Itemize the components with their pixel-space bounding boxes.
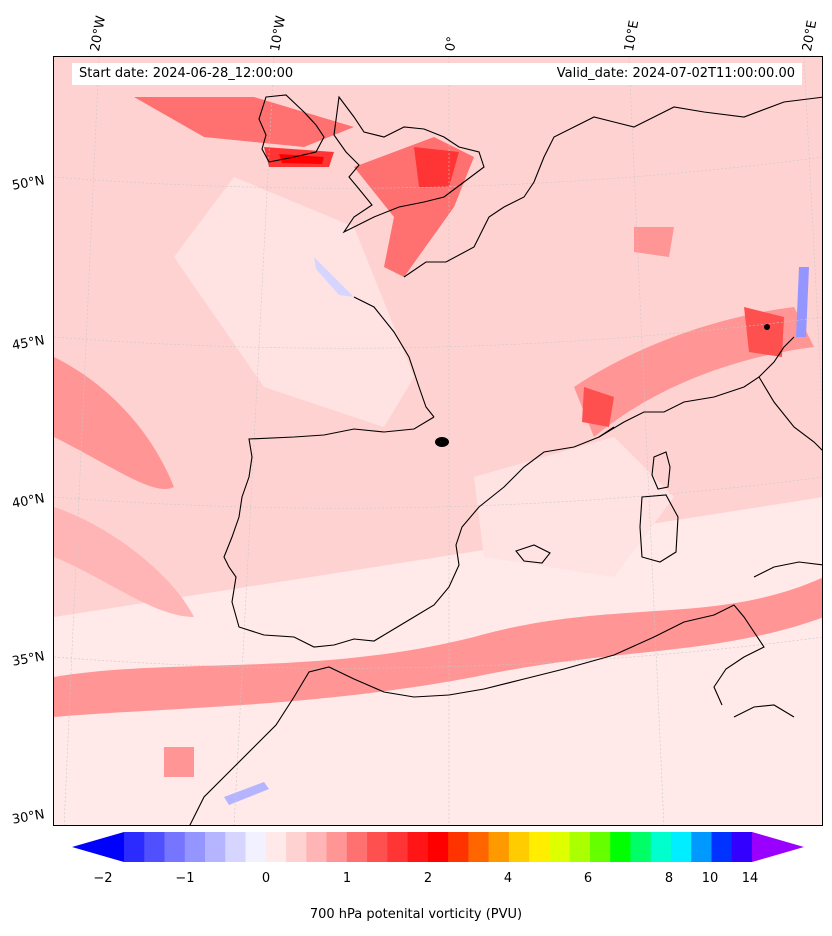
colorbar-tick-label: −2 (93, 871, 113, 886)
coastline-sardinia (639, 494, 679, 563)
lat-label-35n: 35°N (10, 649, 46, 670)
pv-field-map (54, 57, 822, 825)
lon-label-10w: 10°W (268, 14, 290, 53)
coastline-north-africa (189, 604, 765, 825)
colorbar-cell (589, 832, 611, 862)
pv-max-london (414, 147, 459, 187)
colorbar-cell (650, 832, 672, 862)
lon-label-0: 0° (443, 35, 461, 53)
colorbar-tick-label: 0 (261, 871, 271, 886)
lat-label-50n: 50°N (10, 173, 46, 194)
coastline-france-west (353, 296, 435, 418)
colorbar-max-extend (752, 832, 804, 862)
colorbar-cell (164, 832, 186, 862)
colorbar-cell (691, 832, 712, 862)
colorbar-cell (610, 832, 631, 862)
lon-label-20e: 20°E (800, 19, 821, 53)
start-date-label: Start date: 2024-06-28_12:00:00 (79, 66, 294, 81)
colorbar-cell (387, 832, 409, 862)
colorbar-cell (711, 832, 733, 862)
colorbar-tick-label: 14 (741, 871, 759, 886)
colorbar-cell (306, 832, 328, 862)
colorbar-tick-label: 4 (503, 871, 513, 886)
pv-high-band-ireland (134, 97, 354, 147)
colorbar-cell (265, 832, 287, 862)
colorbar-cell (468, 832, 490, 862)
coastline-ireland (258, 94, 325, 163)
colorbar-cell (225, 832, 247, 862)
pv-dot-adriatic (764, 324, 770, 330)
colorbar-cell (529, 832, 550, 862)
pv-low-region-biscay (174, 177, 414, 427)
colorbar-cell (549, 832, 571, 862)
pv-core-ireland (279, 154, 324, 164)
colorbar-cell (569, 832, 591, 862)
colorbar-cell (407, 832, 429, 862)
pv-negative-sahara (224, 782, 269, 805)
colorbar-cell (427, 832, 449, 862)
colorbar-cell (124, 832, 145, 862)
colorbar-cell (630, 832, 652, 862)
colorbar-cell (346, 832, 368, 862)
colorbar-tick-label: 1 (342, 871, 352, 886)
colorbar-cell (144, 832, 166, 862)
pv-max-germany (634, 227, 674, 257)
colorbar-cell (184, 832, 206, 862)
pv-negative-biscay (314, 257, 354, 297)
coastline-france-north (403, 96, 822, 278)
coastline-ligurian (598, 336, 795, 438)
coastline-libya (733, 704, 795, 718)
colorbar-min-extend (72, 832, 124, 862)
pv-max-adriatic (744, 307, 784, 357)
coastline-balearics (515, 544, 551, 564)
colorbar-cell (367, 832, 388, 862)
pv-dot-pyrenees (435, 437, 449, 447)
lat-label-45n: 45°N (10, 333, 46, 354)
map-panel[interactable] (53, 56, 823, 826)
coastline-italy (758, 376, 822, 451)
colorbar-tick-label: 6 (583, 871, 593, 886)
pv-max-canaries (164, 747, 194, 777)
lat-label-30n: 30°N (10, 807, 46, 828)
pv-high-band-north-africa (54, 577, 822, 717)
colorbar-cell (245, 832, 267, 862)
colorbar-cell (448, 832, 469, 862)
coastlines (189, 94, 822, 825)
colorbar-cell (731, 832, 753, 862)
colorbar (72, 832, 804, 862)
colorbar-cell (286, 832, 307, 862)
lon-label-10e: 10°E (622, 19, 643, 53)
colorbar-cell (508, 832, 530, 862)
colorbar-label: 700 hPa potenital vorticity (PVU) (309, 907, 523, 922)
colorbar-cell (488, 832, 510, 862)
coastline-great-britain (333, 95, 485, 234)
pv-max-gulf-of-lion (582, 387, 614, 427)
lon-label-20w: 20°W (88, 14, 110, 53)
colorbar-tick-label: 8 (664, 871, 674, 886)
pv-low-region-mediterranean (474, 437, 674, 577)
colorbar-cell (326, 832, 348, 862)
coastline-iberia (223, 416, 615, 648)
coastline-sicily (753, 561, 822, 578)
colorbar-tick-label: 10 (701, 871, 719, 886)
colorbar-tick-label: −1 (175, 871, 195, 886)
colorbar-cell (205, 832, 226, 862)
lat-label-40n: 40°N (10, 491, 46, 512)
date-info-bar: Start date: 2024-06-28_12:00:00 Valid_da… (72, 63, 802, 85)
pv-band-atlantic-south (54, 507, 194, 617)
colorbar-cell (670, 832, 692, 862)
coastline-corsica (651, 451, 671, 490)
colorbar-tick-label: 2 (423, 871, 433, 886)
valid-date-label: Valid_date: 2024-07-02T11:00:00.00 (556, 66, 795, 81)
